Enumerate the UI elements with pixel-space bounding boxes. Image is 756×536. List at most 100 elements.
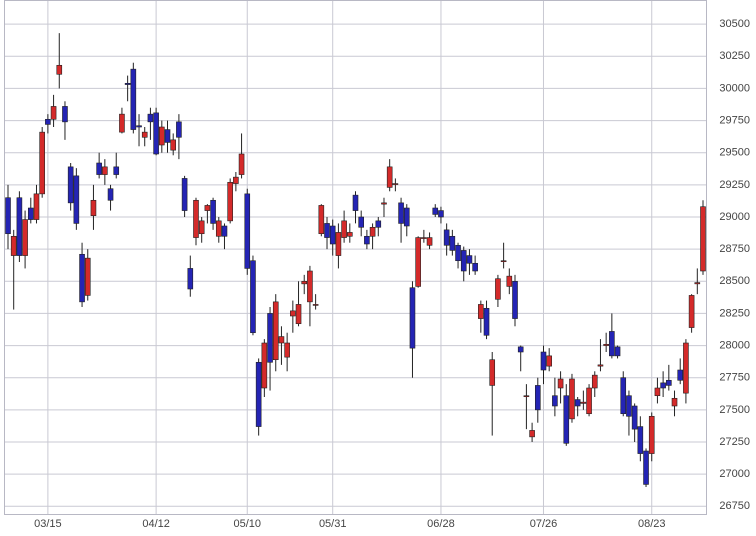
candle-body <box>620 377 627 415</box>
candle-body <box>529 430 535 438</box>
x-tick-label: 03/15 <box>34 518 62 530</box>
candle-body <box>141 131 148 138</box>
candle-body <box>626 395 632 417</box>
candle-body <box>654 387 661 397</box>
candle-body <box>643 450 649 485</box>
candle-body <box>483 307 490 336</box>
candle-body <box>648 415 655 454</box>
candle-body <box>90 199 97 217</box>
candle-body <box>159 126 165 146</box>
candle-body <box>534 385 541 411</box>
candle-body <box>204 205 211 211</box>
candle-body <box>552 395 558 407</box>
candle-body <box>272 301 279 361</box>
candle-body <box>540 351 547 371</box>
candle-body <box>147 113 154 123</box>
candle-body <box>295 304 302 325</box>
candle-body <box>329 225 336 245</box>
candle-body <box>227 181 233 222</box>
y-tick-label: 29750 <box>719 114 750 126</box>
candle-body <box>460 250 467 272</box>
candle-body <box>609 331 615 357</box>
candle-body <box>210 199 216 224</box>
candle-body <box>67 166 74 204</box>
x-tick-label: 07/26 <box>530 518 558 530</box>
y-tick-label: 30000 <box>719 82 750 94</box>
candle-body <box>392 183 399 185</box>
candle-body <box>136 125 142 128</box>
candle-body <box>324 223 330 238</box>
plot-frame <box>4 0 707 515</box>
candle-body <box>688 295 695 328</box>
candle-body <box>694 282 701 285</box>
candle-body <box>500 260 507 263</box>
candle-body <box>50 106 57 120</box>
y-tick-label: 27500 <box>719 404 750 416</box>
x-tick-label: 04/12 <box>142 518 170 530</box>
candle-body <box>181 178 188 211</box>
candle-body <box>33 193 40 220</box>
candle-body <box>677 369 684 381</box>
candle-body <box>415 237 421 287</box>
candle-body <box>455 244 461 262</box>
candle-body <box>375 220 382 228</box>
candle-body <box>96 162 102 175</box>
candle-body <box>22 219 28 256</box>
candle-body <box>39 131 45 195</box>
candle-body <box>671 397 678 407</box>
candle-body <box>637 426 644 454</box>
candle-body <box>614 346 621 357</box>
candle-body <box>546 355 552 367</box>
candle-body <box>124 82 131 85</box>
y-tick-label: 28750 <box>719 243 750 255</box>
x-tick-label: 08/23 <box>638 518 666 530</box>
candle-body <box>255 361 262 427</box>
candle-body <box>466 255 473 264</box>
candle-body <box>267 313 273 363</box>
candle-body <box>557 378 564 389</box>
x-tick-label: 06/28 <box>427 518 455 530</box>
candle-body <box>318 205 325 235</box>
candle-body <box>307 270 313 303</box>
candle-body <box>221 225 228 237</box>
candle-body <box>352 194 359 211</box>
candle-body <box>130 68 137 130</box>
candle-body <box>113 166 120 175</box>
y-tick-label: 26750 <box>719 500 750 512</box>
candle-body <box>364 235 370 245</box>
y-tick-label: 28000 <box>719 339 750 351</box>
candle-body <box>238 153 245 175</box>
candle-body <box>403 207 410 227</box>
candle-body <box>478 304 484 319</box>
candle-body <box>409 287 416 349</box>
y-tick-label: 29250 <box>719 179 750 191</box>
candle-body <box>591 374 598 389</box>
candle-body <box>233 176 239 184</box>
candle-body <box>523 395 530 398</box>
candle-body <box>574 399 581 407</box>
candle-body <box>358 216 364 228</box>
candle-body <box>432 207 439 215</box>
candle-body <box>119 113 125 133</box>
candle-body <box>506 275 513 287</box>
candle-body <box>107 188 114 201</box>
y-tick-label: 28250 <box>719 307 750 319</box>
candle-body <box>512 280 518 319</box>
y-tick-label: 29000 <box>719 211 750 223</box>
candle-body <box>666 379 672 386</box>
candle-body <box>443 229 450 246</box>
candle-body <box>187 268 194 290</box>
y-tick-label: 27250 <box>719 436 750 448</box>
candle-body <box>10 235 17 256</box>
candle-body <box>563 395 570 444</box>
y-tick-label: 29500 <box>719 147 750 159</box>
candle-body <box>250 260 256 334</box>
candle-body <box>495 278 501 300</box>
candle-body <box>700 206 706 272</box>
candle-body <box>421 237 427 239</box>
candle-body <box>580 401 587 404</box>
candle-body <box>517 346 524 353</box>
candle-body <box>84 257 91 296</box>
